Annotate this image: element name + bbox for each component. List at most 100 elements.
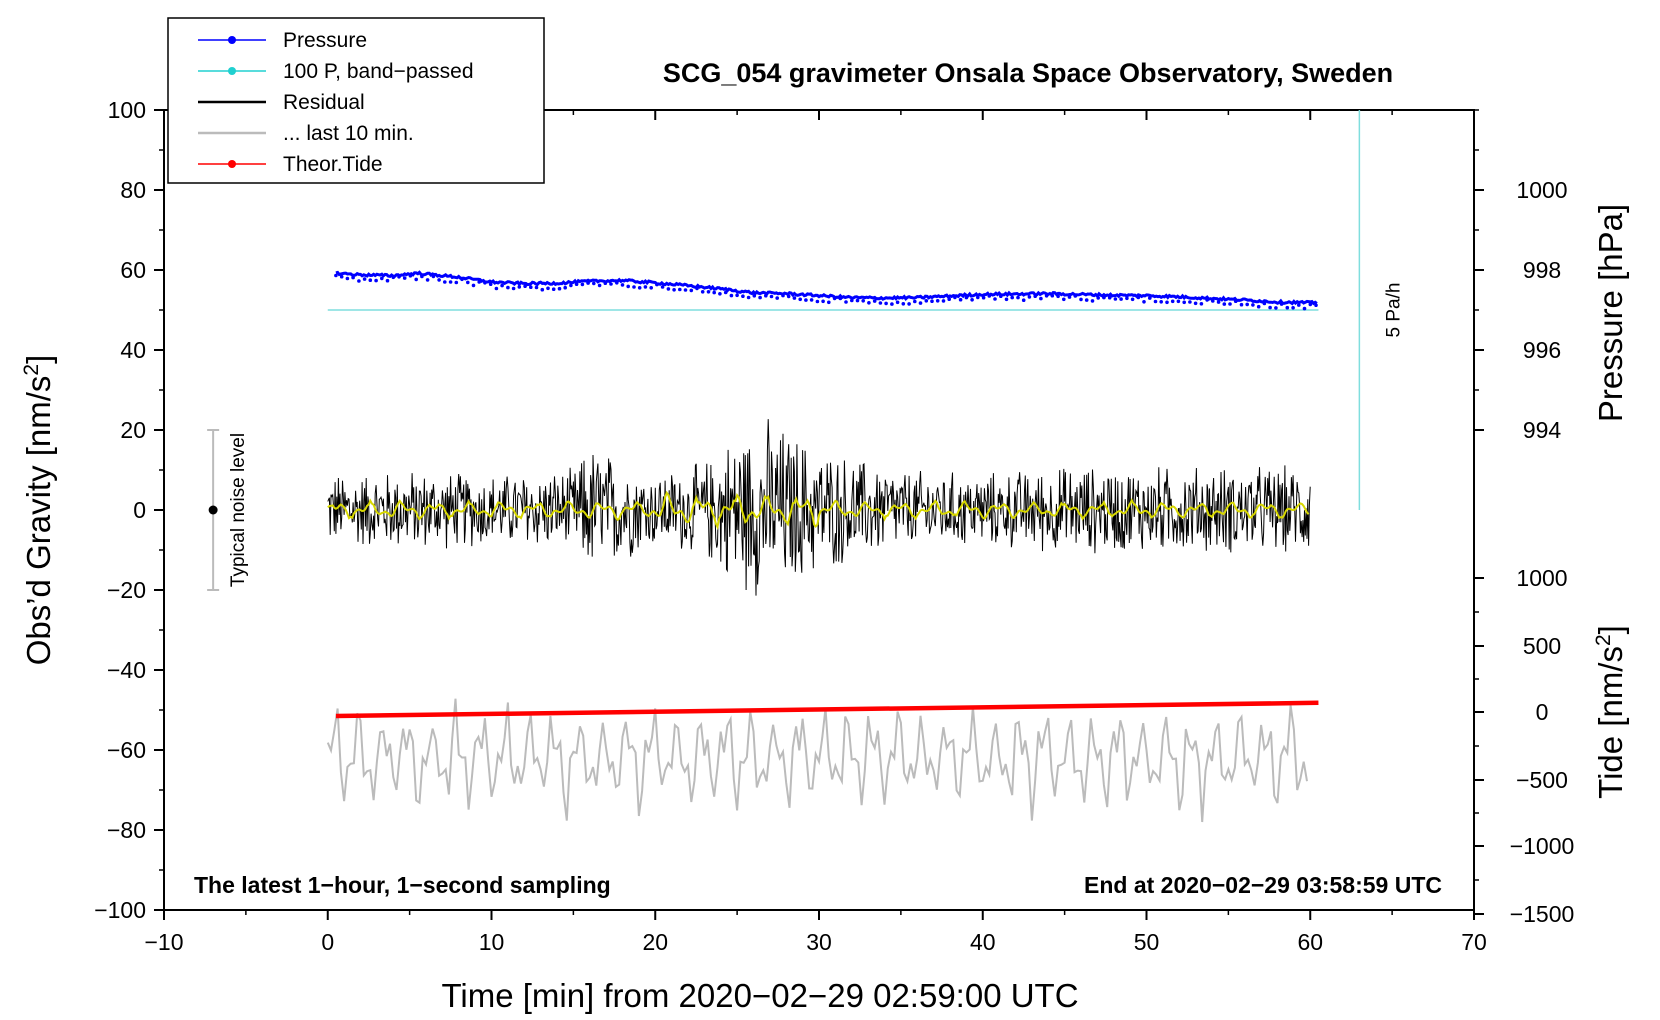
pressure-dot <box>930 299 934 304</box>
pressure-dot <box>964 295 969 300</box>
pressure-dot <box>735 293 739 298</box>
pressure-dot <box>1153 299 1158 304</box>
pressure-dot <box>809 298 814 302</box>
pressure-dot <box>689 288 694 293</box>
pressure-tick-label: 998 <box>1523 257 1561 283</box>
pressure-dot <box>1314 303 1318 308</box>
legend-entry-label: Residual <box>283 91 365 114</box>
pressure-dot <box>1050 293 1055 298</box>
pressure-dot <box>781 293 785 298</box>
pressure-dot <box>855 298 860 303</box>
pressure-dot <box>1136 295 1141 300</box>
pressure-dot <box>867 301 871 305</box>
pressure-dot <box>1176 299 1181 304</box>
pressure-dot <box>1062 297 1066 302</box>
pressure-dot <box>804 298 808 302</box>
pressure-dot <box>643 285 648 289</box>
pressure-dot <box>460 277 464 282</box>
pressure-dot <box>408 274 413 278</box>
pressure-dot <box>603 281 608 286</box>
tide-tick-label: 500 <box>1523 633 1561 659</box>
pressure-dot <box>1251 303 1255 307</box>
pressure-dot <box>1084 298 1089 302</box>
tide-tick-label: −500 <box>1516 767 1568 793</box>
pressure-dot <box>529 285 533 290</box>
pressure-dot <box>374 278 378 283</box>
legend-swatch-dot <box>228 67 236 75</box>
x-tick-label: 70 <box>1461 929 1487 955</box>
pressure-dot <box>752 294 757 298</box>
pressure-dot <box>334 273 338 278</box>
pressure-dot <box>660 285 665 289</box>
y-axis-tide-title-sup: 2 <box>1592 634 1615 646</box>
y-axis-left-title-sup: 2 <box>20 364 43 376</box>
pressure-dot <box>815 299 820 304</box>
x-tick-label: 50 <box>1134 929 1160 955</box>
x-tick-label: 10 <box>479 929 505 955</box>
pressure-dot <box>437 278 441 282</box>
pressure-dot <box>1159 300 1163 304</box>
pressure-dot <box>500 283 504 288</box>
pressure-dot <box>1182 300 1186 305</box>
pressure-dot <box>1308 302 1313 307</box>
pressure-dot <box>362 277 367 281</box>
rate-scale-label: 5 Pa/h <box>1383 283 1404 338</box>
y-tick-label: 40 <box>120 337 146 363</box>
pressure-dot <box>1165 300 1169 305</box>
typical-noise-level-label: Typical noise level <box>228 433 249 587</box>
pressure-dot <box>1188 300 1192 304</box>
legend-entry-label: 100 P, band−passed <box>283 60 474 83</box>
pressure-series-line <box>335 270 1318 306</box>
pressure-dot <box>466 280 470 285</box>
pressure-dot <box>844 300 848 304</box>
pressure-dot <box>597 283 602 288</box>
y-tick-label: −80 <box>107 817 146 843</box>
pressure-dot <box>1239 302 1244 307</box>
pressure-dot <box>1107 295 1112 300</box>
x-tick-label: 60 <box>1297 929 1323 955</box>
legend-entry-label: ... last 10 min. <box>283 122 414 145</box>
noise-bar-center-dot <box>208 505 218 515</box>
pressure-dot <box>1268 305 1272 310</box>
pressure-dot <box>1096 296 1100 300</box>
legend-entry-label: Theor.Tide <box>283 153 383 176</box>
pressure-dot <box>764 293 768 298</box>
typical-noise-level-bar <box>207 429 220 591</box>
pressure-dot <box>1262 301 1267 306</box>
pressure-dot <box>666 287 671 291</box>
pressure-dot <box>907 302 911 306</box>
pressure-dot <box>678 287 682 292</box>
pressure-dot <box>443 280 447 284</box>
tide-tick-label: 0 <box>1536 699 1549 725</box>
pressure-dot <box>987 294 992 298</box>
pressure-dot <box>626 284 630 289</box>
pressure-dot <box>477 280 482 284</box>
pressure-dot <box>557 286 562 291</box>
sampling-note: The latest 1−hour, 1−second sampling <box>194 872 611 898</box>
pressure-dot <box>1256 304 1261 309</box>
pressure-dot <box>1216 300 1221 304</box>
y-tick-label: 80 <box>120 177 146 203</box>
pressure-dot <box>1142 300 1146 304</box>
pressure-dot <box>1228 302 1232 306</box>
y-axis-left-title-main: Obs’d Gravity [nm/s <box>20 376 57 666</box>
pressure-dot <box>1199 302 1204 306</box>
pressure-dot <box>890 302 894 306</box>
x-axis-title: Time [min] from 2020−02−29 02:59:00 UTC <box>441 977 1078 1014</box>
y-axis-tide-title-end: ] <box>1592 625 1629 634</box>
tide-axis-ticks: 1000 500 0 −500 −1000 −1500 <box>1474 565 1574 927</box>
pressure-dot <box>523 284 527 289</box>
pressure-dot <box>850 298 854 303</box>
pressure-tick-label: 996 <box>1523 337 1561 363</box>
pressure-dot <box>953 295 957 300</box>
y-tick-label: −20 <box>107 577 146 603</box>
pressure-dot <box>1222 302 1227 306</box>
pressure-dot <box>901 302 906 306</box>
legend-swatch-dot <box>228 36 236 44</box>
pressure-dot <box>574 282 579 287</box>
pressure-dot <box>1130 297 1135 302</box>
legend-box <box>167 17 545 184</box>
pressure-dot <box>1148 296 1152 300</box>
pressure-dot <box>1302 306 1307 311</box>
